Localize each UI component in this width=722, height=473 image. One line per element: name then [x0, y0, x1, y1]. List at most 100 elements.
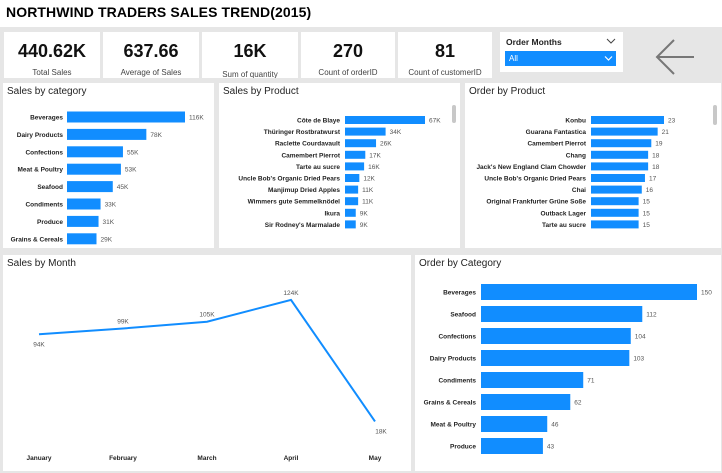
- bar[interactable]: [591, 116, 664, 124]
- data-label: 103: [633, 356, 644, 363]
- data-label: 53K: [125, 167, 137, 174]
- bar[interactable]: [481, 306, 643, 322]
- kpi-card-count-customerid: 81 Count of customerID: [398, 32, 492, 78]
- panel-title: Sales by Product: [223, 86, 299, 97]
- bar[interactable]: [345, 162, 365, 171]
- bar[interactable]: [591, 162, 649, 171]
- bar[interactable]: [591, 197, 639, 206]
- category-label: Beverages: [443, 290, 476, 297]
- order-by-product-panel: Order by Product Konbu 23 Guarana Fantasti…: [465, 83, 721, 248]
- bar[interactable]: [591, 185, 642, 194]
- kpi-card-count-orderid: 270 Count of orderID: [301, 32, 395, 78]
- order-by-category-panel: Order by Category Beverages 150 Seafood 112…: [415, 255, 721, 471]
- bar[interactable]: [481, 350, 630, 366]
- category-label: Guarana Fantastica: [526, 129, 587, 136]
- bar[interactable]: [345, 116, 425, 124]
- category-label: Camembert Pierrot: [527, 141, 586, 148]
- title-bar: NORTHWIND TRADERS SALES TREND(2015): [0, 0, 722, 27]
- data-label: 99K: [117, 319, 129, 326]
- scrollbar[interactable]: [452, 105, 456, 123]
- category-label: Konbu: [565, 118, 586, 125]
- bar[interactable]: [67, 111, 185, 123]
- kpi-label: Total Sales: [32, 68, 72, 77]
- bar[interactable]: [345, 197, 359, 206]
- panel-title: Order by Product: [469, 86, 546, 97]
- data-label: 45K: [117, 184, 129, 191]
- bar[interactable]: [67, 198, 101, 210]
- slicer-collapse-icon[interactable]: [606, 37, 616, 45]
- series-line[interactable]: [38, 298, 376, 422]
- back-arrow-icon[interactable]: [654, 38, 696, 76]
- kpi-label: Average of Sales: [120, 68, 182, 77]
- order-months-slicer[interactable]: Order Months All: [500, 32, 623, 72]
- category-label: Camembert Pierrot: [281, 152, 340, 159]
- category-label: Confections: [438, 334, 476, 341]
- sales-by-product-chart: Côte de Blaye 67K Thüringer Rostbratwurst 3…: [238, 116, 441, 229]
- data-label: 116K: [189, 115, 204, 122]
- bar[interactable]: [591, 150, 649, 159]
- data-label: 29K: [101, 236, 113, 243]
- slicer-dropdown[interactable]: All: [505, 51, 616, 66]
- data-label: 31K: [103, 219, 115, 226]
- bar[interactable]: [481, 438, 543, 454]
- bar[interactable]: [481, 394, 571, 410]
- bar[interactable]: [67, 181, 113, 193]
- category-label: Dairy Products: [17, 132, 64, 139]
- kpi-value: 81: [434, 41, 456, 61]
- category-label: Côte de Blaye: [297, 118, 340, 125]
- category-label: Dairy Products: [430, 356, 477, 363]
- bar[interactable]: [481, 328, 631, 344]
- data-label: 18K: [375, 428, 387, 435]
- bar[interactable]: [591, 127, 658, 136]
- bar[interactable]: [591, 220, 639, 229]
- bar[interactable]: [591, 208, 639, 217]
- category-label: Confections: [25, 149, 63, 156]
- slicer-selected-value: All: [509, 54, 518, 63]
- bar[interactable]: [481, 416, 548, 432]
- bar[interactable]: [67, 128, 147, 140]
- bar[interactable]: [481, 284, 697, 300]
- data-label: 12K: [363, 176, 375, 183]
- bar[interactable]: [591, 139, 652, 148]
- data-label: 11K: [362, 199, 374, 206]
- category-label: Condiments: [25, 202, 63, 209]
- category-label: Grains & Cereals: [11, 236, 64, 243]
- bar[interactable]: [67, 163, 121, 175]
- bar[interactable]: [67, 215, 99, 227]
- data-label: 26K: [380, 141, 392, 148]
- bar[interactable]: [67, 146, 123, 158]
- kpi-card-average-sales: 637.66 Average of Sales: [103, 32, 199, 78]
- data-label: 34K: [390, 129, 402, 136]
- kpi-value: 16K: [233, 41, 267, 61]
- sales-by-category-panel: Sales by category Beverages 116K Dairy Pro…: [3, 83, 214, 248]
- category-label: Raclette Courdavault: [275, 141, 341, 148]
- bar[interactable]: [67, 233, 97, 245]
- scrollbar[interactable]: [713, 105, 717, 125]
- bar[interactable]: [345, 174, 360, 182]
- data-label: 21: [662, 129, 670, 136]
- x-tick-label: April: [284, 455, 299, 462]
- kpi-card-sum-quantity: 16K Sum of quantity: [202, 32, 298, 78]
- bar[interactable]: [345, 208, 356, 217]
- bar[interactable]: [481, 372, 584, 388]
- bar[interactable]: [345, 139, 377, 148]
- order-by-product-chart: Konbu 23 Guarana Fantastica 21 Camembert Pie…: [476, 116, 676, 229]
- bar[interactable]: [591, 174, 645, 182]
- data-label: 15: [643, 210, 651, 217]
- category-label: Uncle Bob's Organic Dried Pears: [484, 176, 586, 183]
- data-label: 19: [655, 141, 663, 148]
- kpi-value: 270: [332, 41, 364, 61]
- bar[interactable]: [345, 185, 359, 194]
- data-label: 78K: [150, 132, 162, 139]
- bar[interactable]: [345, 150, 366, 159]
- slicer-title: Order Months: [506, 37, 562, 47]
- category-label: Sir Rodney's Marmalade: [265, 222, 341, 229]
- kpi-value: 637.66: [123, 41, 179, 61]
- x-tick-label: May: [369, 455, 382, 462]
- category-label: Tarte au sucre: [542, 222, 586, 229]
- bar[interactable]: [345, 127, 386, 136]
- data-label: 33K: [105, 202, 117, 209]
- bar[interactable]: [345, 220, 356, 229]
- data-label: 71: [587, 378, 595, 385]
- kpi-label: Count of orderID: [318, 68, 378, 77]
